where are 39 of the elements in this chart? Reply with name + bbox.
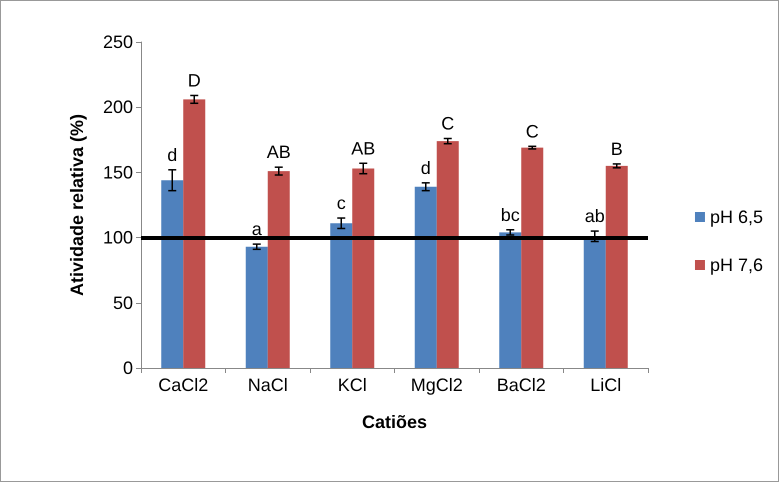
- data-label: a: [252, 219, 263, 240]
- bar: [352, 168, 374, 368]
- bar: [521, 148, 544, 368]
- y-tick-label: 250: [102, 32, 133, 52]
- y-axis-title: Atividade relativa (%): [67, 114, 87, 296]
- data-label: AB: [266, 142, 291, 162]
- x-tick-label: LiCl: [590, 375, 622, 395]
- bar: [161, 180, 184, 368]
- bar: [436, 141, 459, 368]
- x-tick-label: MgCl2: [410, 375, 463, 395]
- bar: [499, 232, 522, 368]
- legend-label: pH 6,5: [710, 207, 764, 227]
- x-tick-label: KCl: [338, 375, 367, 395]
- bar: [183, 99, 206, 368]
- data-label: ab: [584, 206, 605, 226]
- y-tick-label: 150: [102, 162, 133, 182]
- data-label: C: [441, 113, 454, 134]
- x-tick-label: CaCl2: [158, 375, 208, 395]
- data-label: D: [188, 70, 201, 90]
- data-label: bc: [500, 204, 520, 225]
- y-tick-label: 50: [112, 292, 133, 313]
- data-label: C: [526, 121, 539, 142]
- x-tick-label: BaCl2: [496, 375, 546, 395]
- data-label: AB: [351, 138, 376, 158]
- bar: [606, 166, 628, 368]
- bar: [330, 223, 352, 368]
- data-label: d: [420, 158, 431, 178]
- x-tick-label: NaCl: [248, 375, 288, 395]
- bar: [246, 246, 268, 368]
- x-axis-title: Catiões: [362, 412, 428, 432]
- bar: [268, 171, 290, 368]
- y-tick-label: 0: [122, 358, 133, 378]
- data-label: c: [336, 193, 346, 214]
- bar: [414, 186, 437, 368]
- legend-label: pH 7,6: [710, 255, 764, 275]
- data-label: d: [167, 144, 178, 165]
- y-tick-label: 200: [102, 97, 133, 118]
- data-label: B: [610, 138, 623, 159]
- y-tick-label: 100: [102, 228, 133, 248]
